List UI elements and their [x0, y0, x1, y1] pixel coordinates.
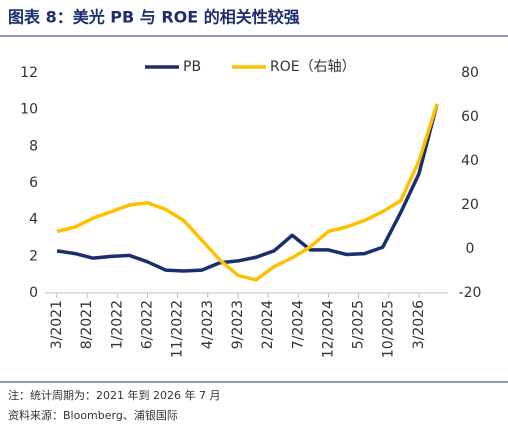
chart-title: 图表 8：美光 PB 与 ROE 的相关性较强	[8, 8, 300, 27]
y2-tick-label: -20	[459, 285, 482, 301]
legend-label: PB	[183, 59, 201, 75]
x-tick-label: 2/2024	[260, 300, 276, 349]
legend-label: ROE（右轴）	[270, 59, 356, 75]
y2-tick-label: 40	[461, 153, 479, 169]
x-tick-label: 3/2021	[49, 300, 65, 349]
y-tick-label: 10	[20, 102, 38, 118]
y-tick-label: 2	[29, 248, 38, 264]
x-tick-label: 1/2022	[109, 300, 125, 349]
x-tick-label: 12/2024	[320, 300, 336, 358]
x-tick-label: 3/2026	[411, 300, 427, 349]
x-tick-label: 8/2021	[79, 300, 95, 349]
footnote: 注：统计周期为：2021 年到 2026 年 7 月	[8, 388, 220, 402]
x-tick-label: 9/2023	[230, 300, 246, 349]
y-tick-label: 12	[20, 65, 38, 81]
series-line	[56, 103, 439, 273]
x-tick-label: 4/2023	[200, 300, 216, 349]
y-tick-label: 8	[29, 138, 38, 154]
y2-tick-label: 0	[466, 241, 475, 257]
y-tick-label: 0	[29, 285, 38, 301]
y2-tick-label: 20	[461, 197, 479, 213]
series-line	[56, 103, 439, 282]
x-tick-label: 11/2022	[170, 300, 186, 358]
y-tick-label: 6	[29, 175, 38, 191]
y2-tick-label: 80	[461, 65, 479, 81]
x-tick-label: 5/2025	[351, 300, 367, 349]
source: 资料来源：Bloomberg、浦银国际	[8, 408, 178, 422]
x-tick-label: 10/2025	[381, 300, 397, 358]
x-tick-label: 6/2022	[139, 300, 155, 349]
y2-tick-label: 60	[461, 109, 479, 125]
y-tick-label: 4	[29, 212, 38, 228]
x-tick-label: 7/2024	[290, 300, 306, 349]
